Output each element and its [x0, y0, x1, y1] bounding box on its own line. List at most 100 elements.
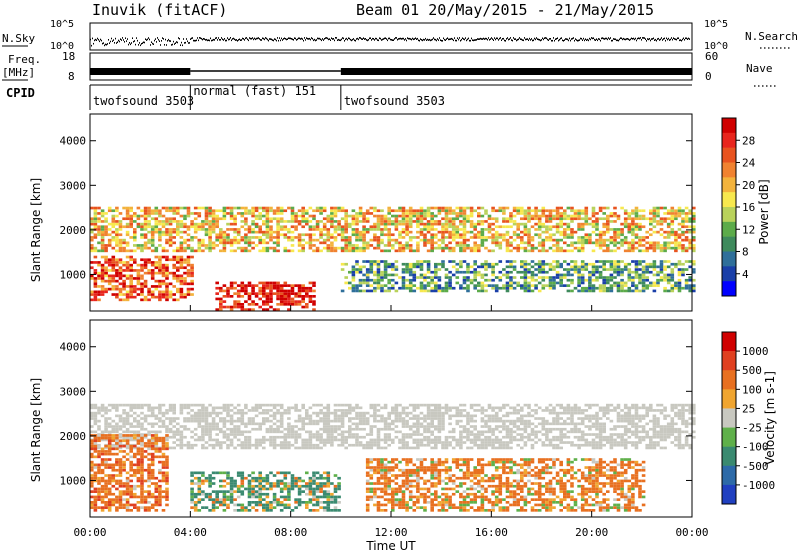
power-echo-cell [570, 217, 574, 221]
power-echo-cell [315, 222, 320, 226]
velocity-echo-cell [484, 446, 488, 450]
power-echo-cell [530, 209, 535, 213]
power-echo-cell [509, 244, 513, 247]
power-echo-cell [240, 225, 245, 229]
power-echo-cell [548, 212, 553, 215]
power-echo-cell [684, 225, 689, 229]
power-echo-cell [520, 238, 524, 242]
nsky-point [325, 37, 326, 39]
power-echo-cell [133, 220, 137, 223]
power-echo-cell [355, 286, 359, 290]
power-echo-cell [344, 212, 348, 215]
power-echo-cell [448, 276, 452, 279]
nsky-point [583, 37, 584, 40]
power-echo-cell [416, 214, 420, 218]
velocity-echo-cell [423, 443, 427, 447]
power-echo-cell [118, 233, 123, 237]
power-echo-cell [616, 270, 621, 274]
power-echo-cell [602, 241, 606, 245]
power-echo-cell [358, 238, 363, 242]
power-colorbar-tick-label: 4 [742, 268, 749, 281]
power-echo-cell [236, 284, 241, 287]
power-echo-cell [638, 262, 642, 266]
velocity-echo-cell [122, 419, 126, 423]
velocity-echo-cell [394, 403, 399, 407]
power-echo-cell [426, 270, 431, 274]
power-echo-cell [348, 281, 352, 285]
nsky-point [254, 37, 255, 40]
nsky-point [233, 37, 234, 40]
nsky-point [261, 39, 262, 41]
power-echo-cell [527, 262, 531, 266]
power-echo-cell [258, 289, 262, 293]
velocity-echo-cell [122, 425, 126, 428]
velocity-echo-cell [487, 403, 492, 407]
velocity-echo-cell [172, 425, 176, 428]
velocity-echo-cell [330, 419, 334, 423]
power-echo-cell [627, 270, 632, 274]
power-echo-cell [638, 217, 642, 221]
power-echo-cell [115, 220, 119, 223]
nsky-point [425, 37, 426, 40]
power-echo-cell [258, 217, 262, 221]
velocity-echo-cell [172, 411, 176, 415]
power-echo-cell [627, 225, 632, 229]
power-echo-cell [527, 228, 531, 231]
power-echo-cell [498, 246, 503, 250]
velocity-echo-cell [391, 422, 395, 426]
power-echo-cell [107, 277, 112, 280]
power-echo-cell [383, 273, 388, 277]
velocity-echo-cell [459, 414, 463, 418]
power-echo-cell [692, 244, 696, 247]
power-echo-cell [426, 209, 431, 213]
velocity-echo-cell [494, 414, 499, 418]
velocity-echo-cell [222, 406, 227, 410]
power-echo-cell [122, 287, 126, 291]
velocity-echo-cell [437, 406, 442, 410]
freq-panel-frame [89, 52, 693, 81]
power-echo-cell [598, 246, 603, 250]
nsky-point [314, 38, 315, 41]
power-echo-cell [641, 284, 646, 287]
power-echo-cell [645, 276, 649, 279]
velocity-echo-cell [405, 446, 409, 450]
velocity-echo-cell [437, 414, 442, 418]
power-echo-cell [376, 214, 381, 218]
nsky-point [544, 37, 545, 39]
power-echo-cell [233, 236, 237, 239]
power-echo-cell [516, 212, 520, 215]
nsky-point [279, 37, 280, 39]
power-echo-cell [588, 217, 592, 221]
power-echo-cell [179, 249, 184, 253]
power-echo-cell [383, 262, 388, 266]
nsky-point [387, 39, 388, 42]
power-echo-cell [373, 270, 377, 274]
power-echo-cell [502, 236, 506, 239]
velocity-echo-cell [516, 425, 520, 428]
power-echo-cell [294, 214, 298, 218]
velocity-echo-cell [290, 406, 295, 410]
power-echo-cell [426, 220, 431, 223]
power-echo-cell [555, 249, 560, 253]
power-echo-cell [645, 241, 649, 245]
power-echo-cell [265, 228, 270, 231]
power-echo-cell [491, 206, 495, 210]
power-echo-cell [512, 268, 517, 271]
power-echo-cell [358, 233, 363, 237]
velocity-echo-cell [172, 435, 176, 439]
nsky-point [220, 39, 221, 41]
velocity-echo-cell [315, 414, 320, 418]
power-echo-cell [444, 230, 449, 234]
velocity-echo-cell [358, 427, 363, 431]
power-echo-cell [677, 228, 682, 231]
velocity-echo-cell [204, 406, 209, 410]
velocity-echo-cell [469, 403, 474, 407]
power-echo-cell [373, 225, 377, 229]
power-echo-cell [115, 241, 119, 245]
power-echo-cell [494, 236, 499, 239]
power-echo-cell [423, 276, 427, 279]
nsky-point [404, 39, 405, 41]
power-echo-cell [97, 249, 101, 253]
velocity-echo-cell [348, 427, 352, 431]
power-echo-cell [222, 212, 227, 215]
